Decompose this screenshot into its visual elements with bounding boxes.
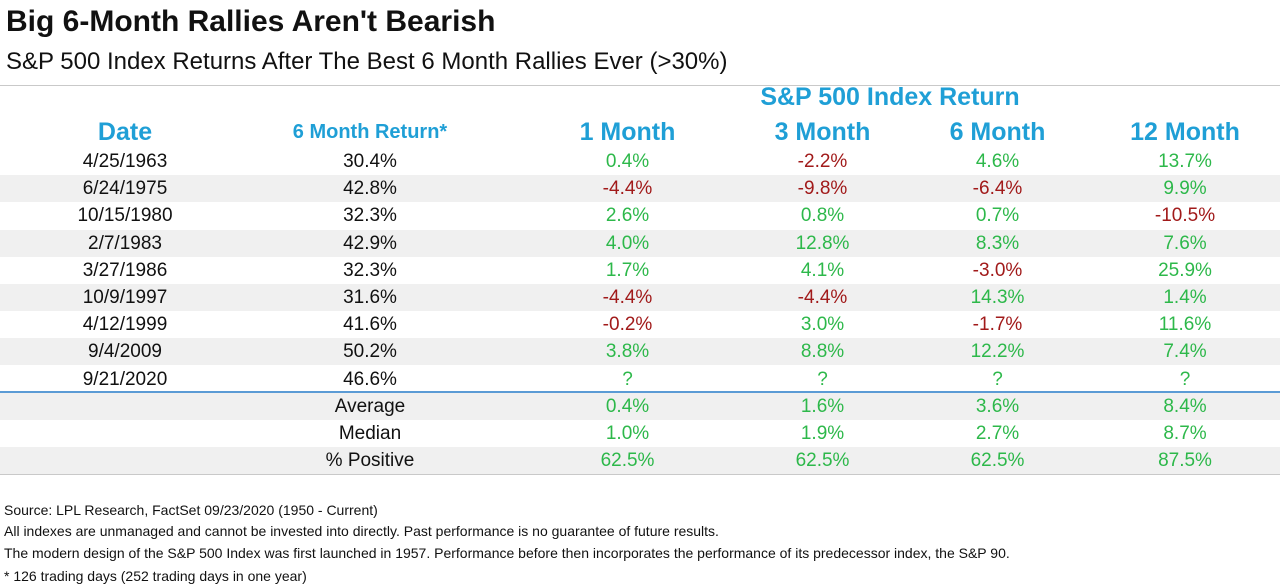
summary-row: % Positive 62.5% 62.5% 62.5% 87.5% — [0, 447, 1280, 475]
summary-label: Median — [338, 423, 402, 445]
one-month-cell: 0.4% — [605, 396, 650, 417]
date-cell: 9/21/2020 — [82, 368, 168, 390]
summary-row: Average 0.4% 1.6% 3.6% 8.4% — [0, 393, 1280, 420]
twelve-month-cell: 11.6% — [1158, 314, 1212, 336]
twelve-month-cell: 7.4% — [1163, 341, 1207, 363]
six-month-return-cell: 41.6% — [343, 314, 397, 336]
twelve-month-cell: 8.7% — [1163, 423, 1207, 445]
three-month-cell: 8.8% — [800, 341, 845, 363]
three-month-cell: 12.8% — [795, 232, 850, 254]
six-month-cell: 0.7% — [975, 205, 1020, 227]
page-title: Big 6-Month Rallies Aren't Bearish — [6, 5, 496, 38]
date-cell: 2/7/1983 — [88, 232, 162, 254]
one-month-cell: 0.4% — [605, 151, 650, 172]
three-month-cell: 0.8% — [800, 205, 845, 227]
twelve-month-cell: 8.4% — [1163, 396, 1207, 417]
six-month-cell: 8.3% — [975, 232, 1020, 254]
summary-divider — [0, 391, 1280, 393]
table-row: 9/4/2009 50.2% 3.8% 8.8% 12.2% 7.4% — [0, 338, 1280, 366]
three-month-cell: -4.4% — [797, 287, 848, 308]
six-month-return-cell: 46.6% — [343, 368, 397, 390]
table-row: 6/24/1975 42.8% -4.4% -9.8% -6.4% 9.9% — [0, 175, 1280, 203]
twelve-month-cell: 13.7% — [1158, 151, 1212, 172]
column-header-3-month: 3 Month — [774, 118, 871, 146]
page-subtitle: S&P 500 Index Returns After The Best 6 M… — [6, 48, 728, 75]
six-month-cell: -6.4% — [972, 178, 1023, 200]
column-header-12-month: 12 Month — [1130, 118, 1240, 146]
table-row: 9/21/2020 46.6%???? — [0, 366, 1280, 393]
column-header-6-month: 6 Month — [949, 118, 1046, 146]
date-cell: 9/4/2009 — [88, 341, 162, 363]
one-month-cell: 4.0% — [605, 232, 650, 254]
top-divider — [0, 85, 1280, 86]
twelve-month-cell: 1.4% — [1163, 287, 1207, 308]
six-month-return-cell: 31.6% — [343, 287, 397, 308]
bottom-divider — [0, 474, 1280, 475]
one-month-cell: -4.4% — [602, 287, 653, 308]
footer-note: * 126 trading days (252 trading days in … — [4, 568, 307, 584]
six-month-return-cell: 30.4% — [343, 151, 397, 172]
summary-row: Median 1.0% 1.9% 2.7% 8.7% — [0, 420, 1280, 447]
six-month-cell: -1.7% — [972, 314, 1023, 336]
six-month-return-cell: 32.3% — [343, 259, 397, 281]
twelve-month-cell: 7.6% — [1163, 232, 1207, 254]
six-month-return-cell: 42.8% — [343, 178, 397, 200]
table-row: 4/12/1999 41.6% -0.2% 3.0% -1.7% 11.6% — [0, 311, 1280, 338]
table-row: 3/27/1986 32.3% 1.7% 4.1% -3.0% 25.9% — [0, 257, 1280, 284]
three-month-cell: -9.8% — [797, 178, 848, 200]
one-month-cell: 3.8% — [605, 341, 650, 363]
date-cell: 4/12/1999 — [82, 314, 168, 336]
six-month-cell: 12.2% — [970, 341, 1025, 363]
twelve-month-cell: -10.5% — [1154, 205, 1216, 227]
one-month-cell: 1.7% — [605, 259, 650, 281]
six-month-return-cell: 32.3% — [343, 205, 397, 227]
one-month-cell: 62.5% — [600, 450, 655, 472]
three-month-cell: ? — [817, 368, 828, 390]
six-month-return-cell: 42.9% — [343, 232, 397, 254]
three-month-cell: 1.6% — [800, 396, 845, 417]
six-month-cell: 4.6% — [975, 151, 1020, 172]
three-month-cell: -2.2% — [797, 151, 848, 172]
footer-disclaimer: All indexes are unmanaged and cannot be … — [4, 523, 719, 539]
three-month-cell: 3.0% — [800, 314, 845, 336]
six-month-cell: -3.0% — [972, 259, 1023, 281]
twelve-month-cell: 87.5% — [1158, 450, 1212, 472]
twelve-month-cell: ? — [1179, 368, 1191, 390]
column-header-date: Date — [97, 118, 153, 146]
six-month-cell: 3.6% — [975, 396, 1020, 417]
date-cell: 3/27/1986 — [82, 259, 168, 281]
one-month-cell: 1.0% — [605, 423, 650, 445]
table-row: 10/15/1980 32.3% 2.6% 0.8% 0.7% -10.5% — [0, 202, 1280, 229]
twelve-month-cell: 9.9% — [1163, 178, 1207, 200]
date-cell: 6/24/1975 — [82, 178, 168, 200]
one-month-cell: -0.2% — [602, 314, 653, 336]
three-month-cell: 4.1% — [800, 259, 845, 281]
table-row: 10/9/1997 31.6% -4.4% -4.4% 14.3% 1.4% — [0, 284, 1280, 311]
date-cell: 10/9/1997 — [82, 287, 168, 308]
column-header-6-month-return: 6 Month Return* — [292, 121, 448, 143]
table-row: 2/7/1983 42.9% 4.0% 12.8% 8.3% 7.6% — [0, 229, 1280, 257]
one-month-cell: 2.6% — [605, 205, 650, 227]
footer-methodology: The modern design of the S&P 500 Index w… — [4, 545, 1010, 561]
footer-source: Source: LPL Research, FactSet 09/23/2020… — [4, 502, 378, 518]
date-cell: 4/25/1963 — [82, 151, 168, 172]
one-month-cell: -4.4% — [602, 178, 653, 200]
table-header-row: Date 6 Month Return* 1 Month 3 Month 6 M… — [0, 115, 1280, 149]
table-row: 4/25/1963 30.4% 0.4% -2.2% 4.6% 13.7% — [0, 148, 1280, 175]
group-header-index-return: S&P 500 Index Return — [760, 83, 1020, 111]
three-month-cell: 1.9% — [800, 423, 845, 445]
six-month-return-cell: 50.2% — [343, 341, 397, 363]
one-month-cell: ? — [622, 368, 633, 390]
summary-label: Average — [334, 396, 406, 417]
six-month-cell: ? — [992, 368, 1003, 390]
six-month-cell: 2.7% — [975, 423, 1020, 445]
six-month-cell: 62.5% — [970, 450, 1025, 472]
three-month-cell: 62.5% — [795, 450, 850, 472]
column-header-1-month: 1 Month — [579, 118, 676, 146]
date-cell: 10/15/1980 — [77, 205, 173, 227]
twelve-month-cell: 25.9% — [1158, 259, 1212, 281]
six-month-cell: 14.3% — [970, 287, 1025, 308]
summary-label: % Positive — [325, 450, 415, 472]
